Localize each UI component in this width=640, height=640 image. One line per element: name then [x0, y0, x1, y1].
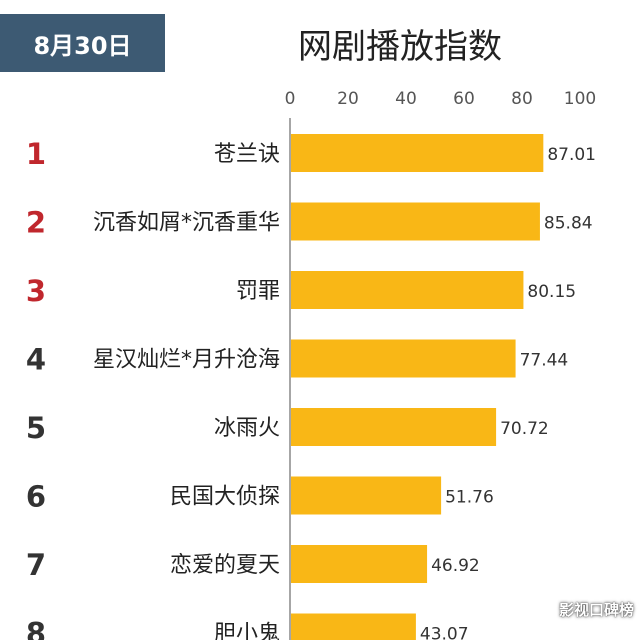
bar: [291, 202, 540, 241]
rank-number: 5: [26, 411, 46, 445]
rank-number: 4: [26, 343, 46, 377]
rank-number: 7: [26, 548, 46, 582]
value-label: 46.92: [431, 556, 480, 576]
category-label: 星汉灿烂*月升沧海: [93, 348, 280, 373]
rank-number: 3: [26, 274, 46, 308]
chart-title: 网剧播放指数: [298, 26, 502, 67]
watermark-text: 影视口碑榜: [558, 601, 634, 619]
value-label: 87.01: [547, 145, 596, 165]
category-label: 冰雨火: [214, 416, 280, 441]
x-tick-label: 20: [337, 89, 359, 109]
category-label: 民国大侦探: [170, 485, 280, 510]
bar: [291, 271, 524, 309]
bar: [291, 134, 544, 172]
rank-number: 8: [26, 617, 46, 640]
value-label: 85.84: [544, 214, 593, 234]
x-tick-label: 40: [395, 89, 417, 109]
rank-number: 2: [26, 206, 46, 240]
x-tick-label: 0: [285, 89, 296, 109]
category-label: 沉香如屑*沉香重华: [93, 211, 280, 236]
date-badge: 8月30日: [0, 14, 165, 72]
bar: [291, 613, 416, 640]
bar: [291, 545, 428, 583]
x-tick-label: 100: [564, 89, 596, 109]
category-label: 苍兰诀: [214, 142, 280, 167]
value-label: 77.44: [520, 351, 569, 371]
category-label: 罚罪: [236, 279, 280, 304]
rank-number: 1: [26, 137, 46, 171]
bar: [291, 408, 497, 446]
rank-number: 6: [26, 480, 46, 514]
x-tick-label: 80: [511, 89, 533, 109]
value-label: 51.76: [445, 488, 494, 508]
bar: [291, 339, 516, 378]
category-label: 恋爱的夏天: [170, 553, 280, 578]
category-label: 胆小鬼: [214, 622, 280, 640]
value-label: 70.72: [500, 419, 549, 439]
x-tick-label: 60: [453, 89, 475, 109]
value-label: 80.15: [527, 282, 576, 302]
bar: [291, 476, 442, 515]
value-label: 43.07: [420, 625, 469, 640]
